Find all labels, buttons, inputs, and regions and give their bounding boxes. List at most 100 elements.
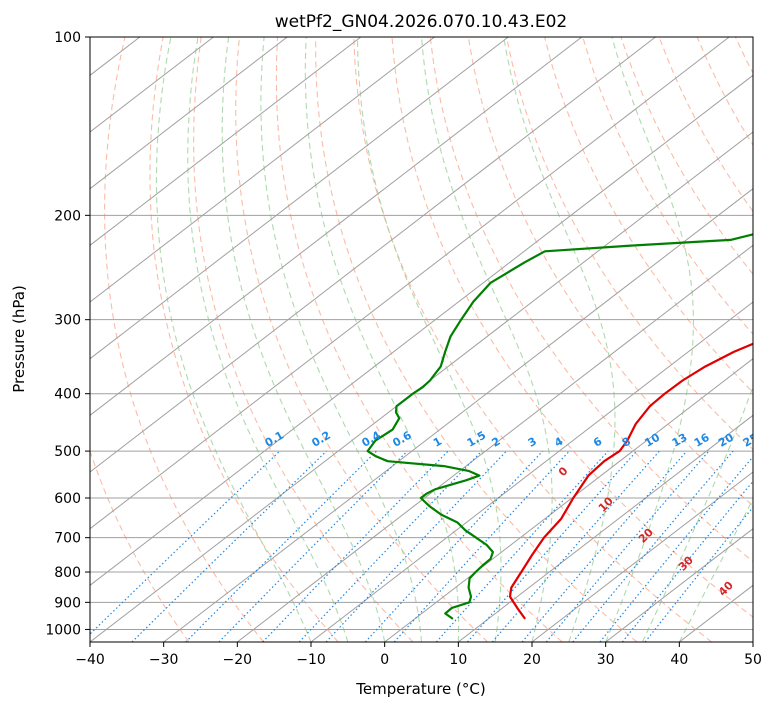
isotherm-line xyxy=(90,37,656,473)
mixing-ratio-line xyxy=(435,450,609,642)
moist-adiabat-line xyxy=(187,37,349,642)
temperature-profile-line xyxy=(508,342,753,620)
background-lines xyxy=(90,37,753,642)
x-tick-label: 10 xyxy=(449,652,467,668)
x-tick-label: 40 xyxy=(670,652,688,668)
x-tick-label: −20 xyxy=(223,652,253,668)
mixing-ratio-label: 25 xyxy=(741,431,761,450)
y-tick-label: 1000 xyxy=(45,622,81,638)
mixing-ratio-line xyxy=(262,450,449,642)
isotherm-line xyxy=(236,244,753,642)
mixing-ratio-label: 20 xyxy=(716,431,736,450)
mixing-ratio-line xyxy=(467,450,638,642)
x-tick-label: 50 xyxy=(744,652,762,668)
dry-adiabat-line xyxy=(193,37,414,642)
mixing-ratio-line xyxy=(364,450,544,642)
mixing-ratio-line xyxy=(545,450,710,642)
dry-adiabat-line xyxy=(275,37,563,642)
x-tick-label: −10 xyxy=(296,652,326,668)
x-tick-label: −40 xyxy=(75,652,105,668)
moist-adiabat-line xyxy=(356,37,502,642)
mixing-ratio-label: 2 xyxy=(490,435,503,450)
x-tick-label: 0 xyxy=(380,652,389,668)
mixing-ratio-label: 10 xyxy=(642,431,662,450)
y-tick-label: 500 xyxy=(54,444,81,460)
dewpoint-profile-line xyxy=(366,233,753,620)
mixing-ratio-line xyxy=(185,450,377,642)
moist-adiabat-line xyxy=(221,37,386,642)
x-axis-label: Temperature (°C) xyxy=(355,680,485,698)
isotherm-line xyxy=(90,37,362,246)
mixing-ratio-line xyxy=(599,455,753,642)
isotherm-line xyxy=(605,528,753,642)
mixing-ratio-line xyxy=(218,450,408,642)
mixing-ratio-label: 0.6 xyxy=(390,429,414,450)
dry-adiabat-line xyxy=(90,449,190,642)
mixing-ratio-line xyxy=(90,450,281,635)
mixing-ratio-lines xyxy=(90,450,753,642)
mixing-ratio-line xyxy=(621,480,753,642)
x-tick-label: −30 xyxy=(149,652,179,668)
mixing-ratio-line xyxy=(131,450,327,642)
dry-adiabat-line xyxy=(149,37,339,642)
dry-adiabat-line xyxy=(391,37,753,618)
dry-adiabat-line xyxy=(505,37,753,451)
dry-adiabat-line xyxy=(315,37,638,642)
dry-adiabat-line xyxy=(582,37,753,335)
isotherm-line xyxy=(90,37,730,530)
y-tick-label: 900 xyxy=(54,595,81,611)
isotherm-line xyxy=(310,301,753,642)
moist-adiabat-line xyxy=(260,37,423,642)
mixing-ratio-label: 0.1 xyxy=(263,429,286,450)
mixing-ratio-label: 3 xyxy=(526,435,539,450)
sounding-lines xyxy=(366,233,753,620)
isotherm-line xyxy=(90,74,753,586)
moist-adiabat-line xyxy=(304,37,460,642)
mixing-ratio-label: 16 xyxy=(692,431,712,450)
mixing-ratio-line xyxy=(393,450,570,642)
y-tick-label: 400 xyxy=(54,387,81,403)
isotherm-line xyxy=(90,37,435,303)
dry-adiabat-line xyxy=(467,37,753,507)
moist-adiabat-line xyxy=(678,497,753,642)
moist-adiabat-line xyxy=(642,385,753,642)
mixing-ratio-line xyxy=(521,450,688,642)
isotherm-lines xyxy=(90,37,753,642)
y-tick-label: 800 xyxy=(54,565,81,581)
isotherm-line xyxy=(163,188,753,642)
dry-adiabat-line xyxy=(544,37,753,394)
y-tick-label: 600 xyxy=(54,491,81,507)
dry-adiabat-line xyxy=(235,37,488,642)
isotherm-line xyxy=(90,37,288,190)
moist-adiabat-label: 20 xyxy=(636,526,656,546)
chart-title: wetPf2_GN04.2026.070.10.43.E02 xyxy=(275,12,567,32)
moist-adiabat-line xyxy=(155,37,312,642)
isotherm-line xyxy=(531,471,753,642)
mixing-ratio-label: 1.5 xyxy=(465,429,488,450)
mixing-ratio-line xyxy=(572,450,734,642)
isotherm-line xyxy=(90,37,583,416)
isotherm-line xyxy=(90,37,214,133)
moist-adiabat-line xyxy=(420,37,553,642)
moist-adiabat-label: 30 xyxy=(676,553,696,573)
x-tick-label: 30 xyxy=(597,652,615,668)
dry-adiabat-line xyxy=(620,37,753,275)
moist-adiabat-label: 40 xyxy=(716,579,736,599)
isotherm-line xyxy=(90,37,509,360)
axis-ticks: −40 −30 −20 −10 0 10 20 30 40 5010009008007006005… xyxy=(45,30,762,668)
dry-adiabat-line xyxy=(696,37,753,147)
y-tick-label: 700 xyxy=(54,531,81,547)
isotherm-line xyxy=(678,584,753,642)
mixing-ratio-line xyxy=(491,450,660,642)
isotherm-line xyxy=(752,641,753,642)
isotherm-line xyxy=(384,358,753,642)
mixing-ratio-line xyxy=(325,450,507,642)
moist-adiabat-label: 10 xyxy=(596,494,616,514)
isotherm-line xyxy=(457,414,753,642)
moist-adiabat-label: 0 xyxy=(556,464,571,479)
y-tick-label: 100 xyxy=(54,30,81,46)
moist-adiabat-line xyxy=(503,37,616,642)
x-tick-label: 20 xyxy=(523,652,541,668)
dry-adiabat-line xyxy=(104,37,264,642)
